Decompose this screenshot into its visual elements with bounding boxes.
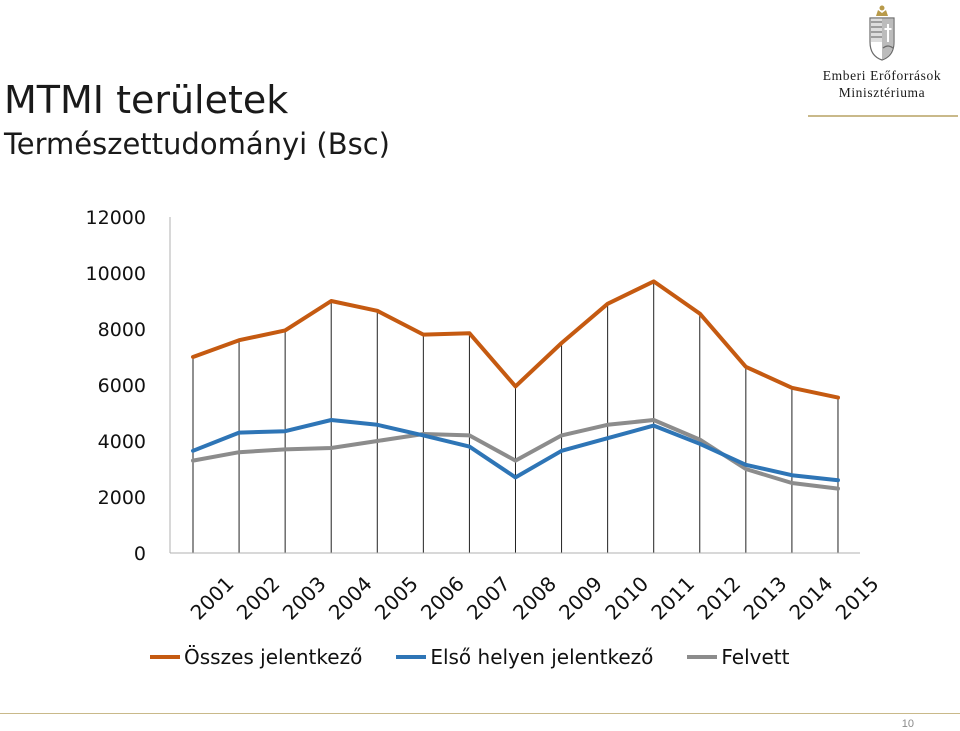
legend-label: Felvett — [721, 645, 790, 669]
slide-subtitle: Természettudományi (Bsc) — [4, 127, 390, 161]
x-tick-label: 2004 — [324, 572, 377, 625]
line-chart: 0 2000 4000 6000 8000 10000 12000 200120022003… — [86, 207, 884, 625]
chart-legend: Összes jelentkező Első helyen jelentkező… — [150, 645, 824, 669]
y-tick-label: 4000 — [98, 431, 146, 453]
x-tick-label: 2013 — [738, 572, 791, 625]
chart-gridlines — [192, 281, 839, 553]
legend-item-felvett: Felvett — [687, 645, 790, 669]
series-line — [191, 418, 840, 483]
y-tick-label: 2000 — [98, 487, 146, 509]
logo-text-line1: Emberi Erőforrások — [822, 68, 942, 83]
series-line — [191, 279, 840, 400]
x-tick-label: 2003 — [278, 572, 331, 625]
chart-axes — [169, 217, 860, 554]
slide-title: MTMI területek — [4, 78, 289, 122]
legend-item-osszes: Összes jelentkező — [150, 645, 362, 669]
y-tick-label: 12000 — [86, 207, 146, 229]
x-tick-label: 2014 — [784, 572, 837, 625]
y-tick-label: 10000 — [86, 263, 146, 285]
x-tick-label: 2008 — [508, 572, 561, 625]
ministry-logo: Emberi Erőforrások Minisztériuma — [808, 2, 956, 102]
x-tick-label: 2005 — [370, 572, 423, 625]
x-axis-tick-labels: 2001200220032004200520062007200820092010… — [186, 572, 884, 625]
x-tick-label: 2001 — [186, 572, 239, 625]
y-tick-label: 0 — [134, 543, 146, 565]
legend-label: Összes jelentkező — [184, 645, 363, 669]
y-axis-tick-labels: 0 2000 4000 6000 8000 10000 12000 — [86, 207, 146, 565]
x-tick-label: 2012 — [692, 572, 745, 625]
y-tick-label: 8000 — [98, 319, 146, 341]
x-tick-label: 2002 — [232, 572, 285, 625]
legend-item-elso-helyen: Első helyen jelentkező — [396, 645, 653, 669]
hungarian-coat-of-arms-icon — [869, 5, 895, 61]
x-tick-label: 2007 — [462, 572, 515, 625]
x-tick-label: 2006 — [416, 572, 469, 625]
x-tick-label: 2010 — [600, 572, 653, 625]
legend-label: Első helyen jelentkező — [430, 645, 654, 669]
logo-text-line2: Minisztériuma — [838, 85, 926, 100]
chart-series — [191, 279, 840, 491]
x-tick-label: 2009 — [554, 572, 607, 625]
y-tick-label: 6000 — [98, 375, 146, 397]
footer-divider — [0, 713, 960, 714]
x-tick-label: 2011 — [646, 572, 699, 625]
legend-swatch — [150, 655, 180, 659]
x-tick-label: 2015 — [831, 572, 884, 625]
legend-swatch — [396, 655, 427, 659]
header-divider — [808, 115, 958, 117]
page-number: 10 — [901, 718, 914, 730]
legend-swatch — [687, 655, 718, 659]
